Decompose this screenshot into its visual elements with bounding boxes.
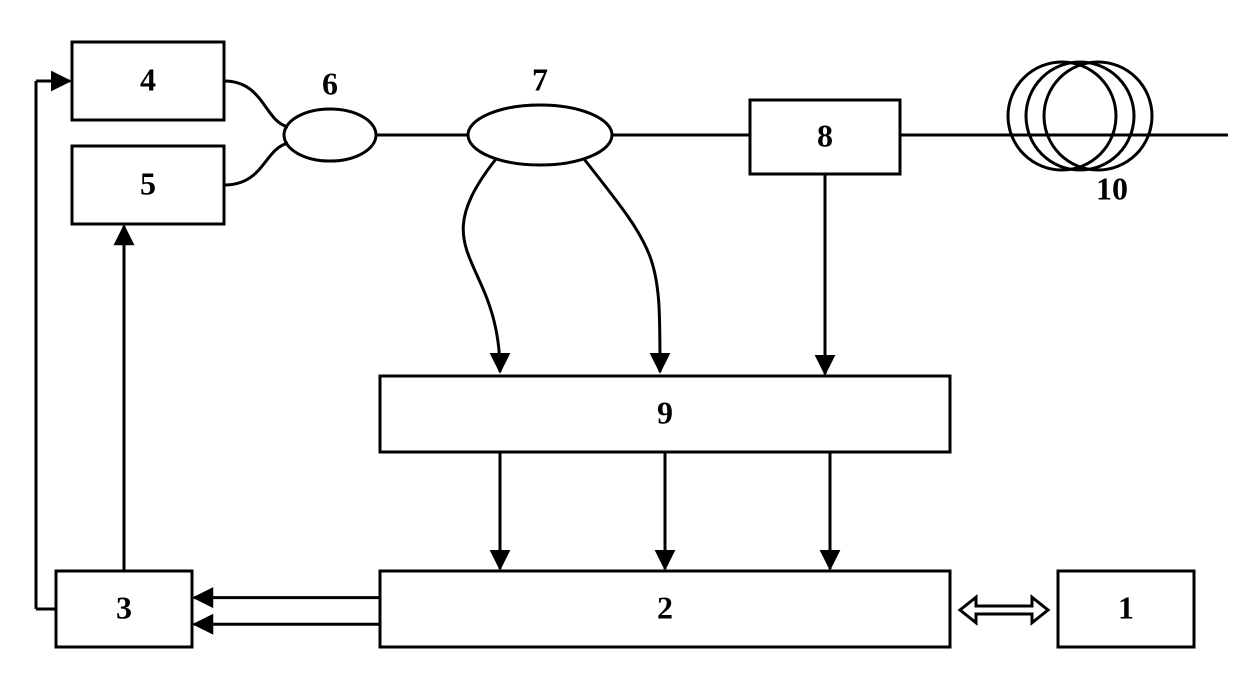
- block-diagram: 4 5 6 7 8 10 9 3 2 1: [0, 0, 1240, 693]
- svg-text:4: 4: [140, 61, 156, 97]
- svg-text:1: 1: [1118, 589, 1134, 625]
- svg-text:9: 9: [657, 394, 673, 430]
- svg-text:6: 6: [322, 65, 338, 101]
- svg-text:10: 10: [1096, 170, 1128, 206]
- svg-text:7: 7: [532, 61, 548, 97]
- svg-text:2: 2: [657, 589, 673, 625]
- svg-text:8: 8: [817, 117, 833, 153]
- svg-text:3: 3: [116, 589, 132, 625]
- svg-text:5: 5: [140, 165, 156, 201]
